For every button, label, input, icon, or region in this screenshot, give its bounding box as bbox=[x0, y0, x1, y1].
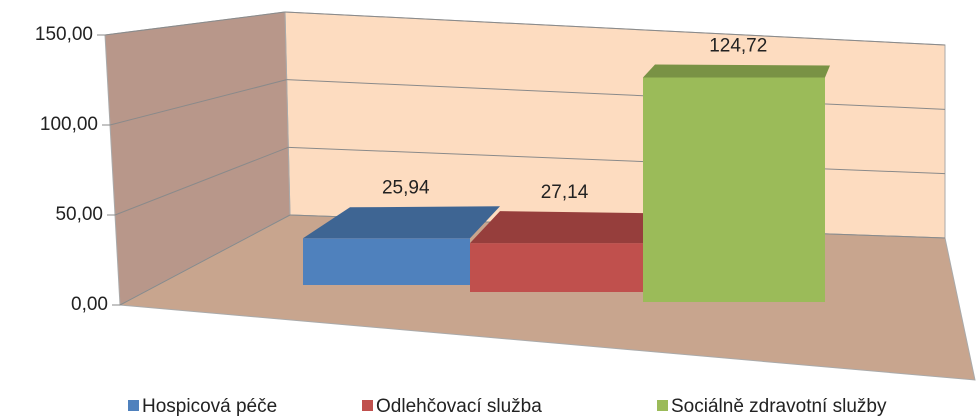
bar-top bbox=[643, 64, 830, 78]
back-wall bbox=[284, 11, 946, 239]
legend-swatch bbox=[657, 400, 668, 411]
legend-swatch bbox=[128, 400, 139, 411]
grid-line bbox=[109, 79, 287, 126]
y-tick-label: 50,00 bbox=[55, 204, 103, 225]
y-tick-label: 150,00 bbox=[35, 24, 93, 45]
grid-line bbox=[286, 79, 946, 110]
grid-line bbox=[104, 11, 286, 36]
legend-label: Hospicová péče bbox=[142, 396, 277, 417]
grid-line bbox=[119, 214, 291, 306]
data-label: 27,14 bbox=[541, 182, 589, 203]
legend-label: Odlehčovací služba bbox=[376, 396, 542, 417]
y-tick-label: 100,00 bbox=[40, 114, 98, 135]
bar-top bbox=[303, 206, 500, 239]
legend-label: Sociálně zdravotní služby bbox=[671, 396, 887, 417]
bar-front bbox=[303, 238, 470, 285]
y-tick-label: 0,00 bbox=[71, 294, 108, 315]
data-label: 25,94 bbox=[382, 177, 430, 198]
legend-swatch bbox=[362, 400, 373, 411]
data-label: 124,72 bbox=[709, 36, 767, 57]
grid-line bbox=[284, 11, 946, 46]
bar-front bbox=[470, 243, 643, 292]
grid-line bbox=[114, 146, 289, 216]
grid-line bbox=[288, 146, 946, 175]
bar-front bbox=[643, 77, 825, 302]
bar-top bbox=[470, 211, 645, 244]
